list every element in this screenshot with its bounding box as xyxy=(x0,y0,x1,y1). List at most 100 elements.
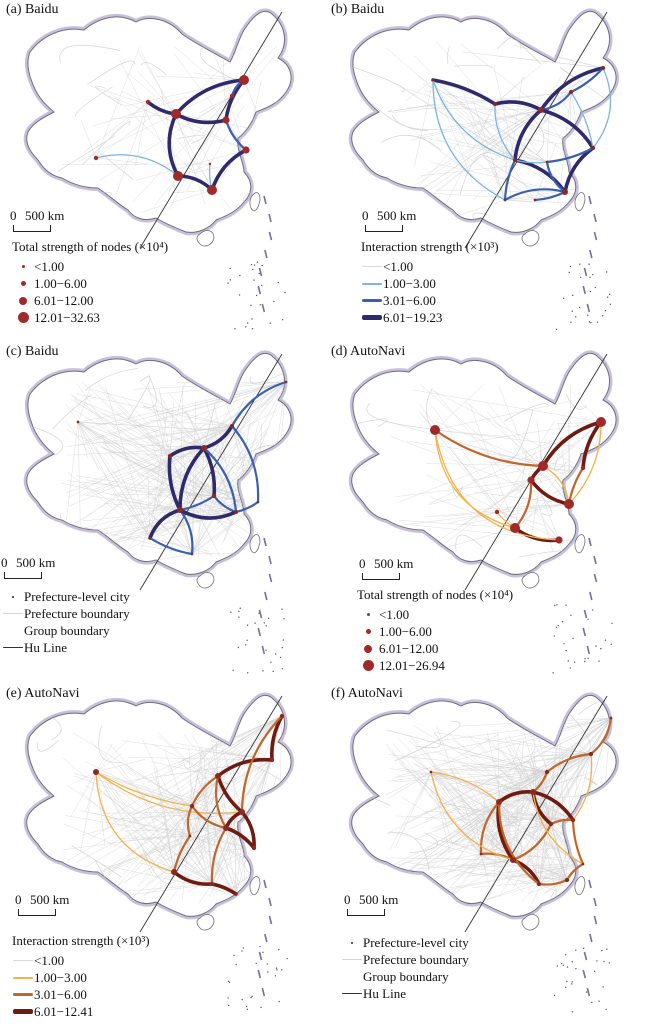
interaction-edges xyxy=(77,380,288,556)
legend-label: Hu Line xyxy=(363,986,406,1001)
interaction-line-4 xyxy=(589,716,613,756)
panel-e: (e) AutoNavi 0 500 km Interaction streng… xyxy=(0,684,325,1026)
panel-d: (d) AutoNavi 0 500 km Total strength of … xyxy=(325,342,650,684)
interaction-line-12 xyxy=(568,421,602,505)
hu-line xyxy=(464,11,608,249)
city-node-5 xyxy=(242,146,250,154)
legend: Interaction strength (×10³) <1.00 1.00−3… xyxy=(12,932,150,1020)
legend: Total strength of nodes (×10⁴) <1.00 1.0… xyxy=(12,238,168,326)
city-node-6 xyxy=(233,509,239,515)
interaction-line-10 xyxy=(240,810,256,850)
city-node-11 xyxy=(581,862,585,866)
node-symbol-4 xyxy=(362,660,374,671)
legend-item: 6.01−12.00 xyxy=(357,640,513,657)
city-node-4 xyxy=(588,751,594,757)
legend-item: <1.00 xyxy=(12,952,150,969)
city-node-12 xyxy=(479,852,483,856)
scale-label: 500 km xyxy=(16,555,56,570)
city-node-7 xyxy=(93,155,99,161)
line-symbol-3 xyxy=(362,299,382,302)
legend-label: Prefecture boundary xyxy=(363,952,469,967)
interaction-line-12 xyxy=(172,834,192,874)
map-c xyxy=(23,350,295,674)
panel-title: (f) AutoNavi xyxy=(331,686,403,701)
interaction-line-12 xyxy=(503,188,567,202)
interaction-line-11 xyxy=(571,818,585,866)
node-symbol-1 xyxy=(366,613,370,616)
prefecture-boundaries xyxy=(351,23,617,233)
legend: Interaction strength (×10³) <1.00 1.00−3… xyxy=(361,238,499,326)
interaction-line-9 xyxy=(432,79,506,201)
city-node-9 xyxy=(190,552,194,556)
interaction-line-0 xyxy=(431,78,497,106)
city-nodes xyxy=(431,65,606,202)
legend-item: Prefecture-level city xyxy=(2,588,130,605)
interaction-line-10 xyxy=(432,79,516,161)
interaction-line-3 xyxy=(545,752,593,774)
legend-item: Group boundary xyxy=(341,968,469,985)
legend-item: 12.01−32.63 xyxy=(12,309,168,326)
map-a xyxy=(23,8,295,330)
city-node-2 xyxy=(530,789,536,795)
interaction-line-12 xyxy=(178,508,238,520)
hainan-island xyxy=(521,914,540,931)
interaction-line-16 xyxy=(494,103,516,161)
panel-title: (c) Baidu xyxy=(6,344,59,359)
node-symbol-3 xyxy=(364,644,372,653)
hainan-island xyxy=(196,914,215,931)
interaction-line-11 xyxy=(186,804,194,838)
legend-item: Prefecture boundary xyxy=(341,951,469,968)
line-symbol-2 xyxy=(13,976,33,979)
interaction-line-14 xyxy=(545,146,595,164)
legend-item: 1.00−6.00 xyxy=(12,275,168,292)
city-node-9 xyxy=(503,198,507,202)
scale-label: 500 km xyxy=(374,556,414,571)
scale-bar-graphic xyxy=(18,909,56,916)
hu-line xyxy=(139,11,283,249)
map-e xyxy=(23,692,295,1011)
legend-label: <1.00 xyxy=(379,607,410,622)
legend-label: Group boundary xyxy=(363,969,449,984)
panel-title: (b) Baidu xyxy=(331,2,385,17)
city-nodes xyxy=(76,380,288,556)
south-sea-islands xyxy=(227,879,288,1011)
city-node-5 xyxy=(590,145,596,151)
interaction-line-19 xyxy=(545,160,567,194)
city-node-3 xyxy=(564,499,574,509)
south-sea-islands xyxy=(230,537,285,674)
interaction-line-1 xyxy=(174,78,246,116)
panel-title: (e) AutoNavi xyxy=(6,686,80,701)
city-node-4 xyxy=(568,89,574,95)
city-node-7 xyxy=(251,845,257,851)
legend-title: Interaction strength (×10³) xyxy=(361,239,499,254)
city-node-3 xyxy=(600,65,606,71)
south-sea-islands xyxy=(553,879,611,1013)
line-symbol-1 xyxy=(362,266,382,267)
hu-line-symbol xyxy=(342,993,362,994)
city-node-8 xyxy=(229,93,235,99)
city-node-7 xyxy=(548,821,554,827)
node-symbol-2 xyxy=(20,281,26,286)
interaction-line-13 xyxy=(514,159,548,164)
city-node-7 xyxy=(211,493,217,499)
hainan-island xyxy=(521,230,540,247)
group-boundary-symbol xyxy=(3,630,23,631)
interaction-line-2 xyxy=(202,424,234,450)
city-node-1 xyxy=(538,461,548,471)
interaction-line-5 xyxy=(178,494,216,512)
legend-label: <1.00 xyxy=(34,953,65,968)
city-node-5 xyxy=(279,713,285,719)
city-node-8 xyxy=(494,509,500,515)
city-node-6 xyxy=(570,817,576,823)
hainan-island xyxy=(196,572,215,589)
scale-zero: 0 xyxy=(344,892,351,907)
taiwan-island xyxy=(249,192,261,212)
city-node-2 xyxy=(229,423,235,429)
city-node-5 xyxy=(177,507,183,513)
city-node-7 xyxy=(512,157,518,163)
interaction-edges xyxy=(95,714,284,896)
city-node-2 xyxy=(538,107,544,113)
line-symbol-4 xyxy=(13,1009,33,1014)
legend-item: 6.01−12.41 xyxy=(12,1003,150,1020)
legend-label: Prefecture-level city xyxy=(24,589,130,604)
